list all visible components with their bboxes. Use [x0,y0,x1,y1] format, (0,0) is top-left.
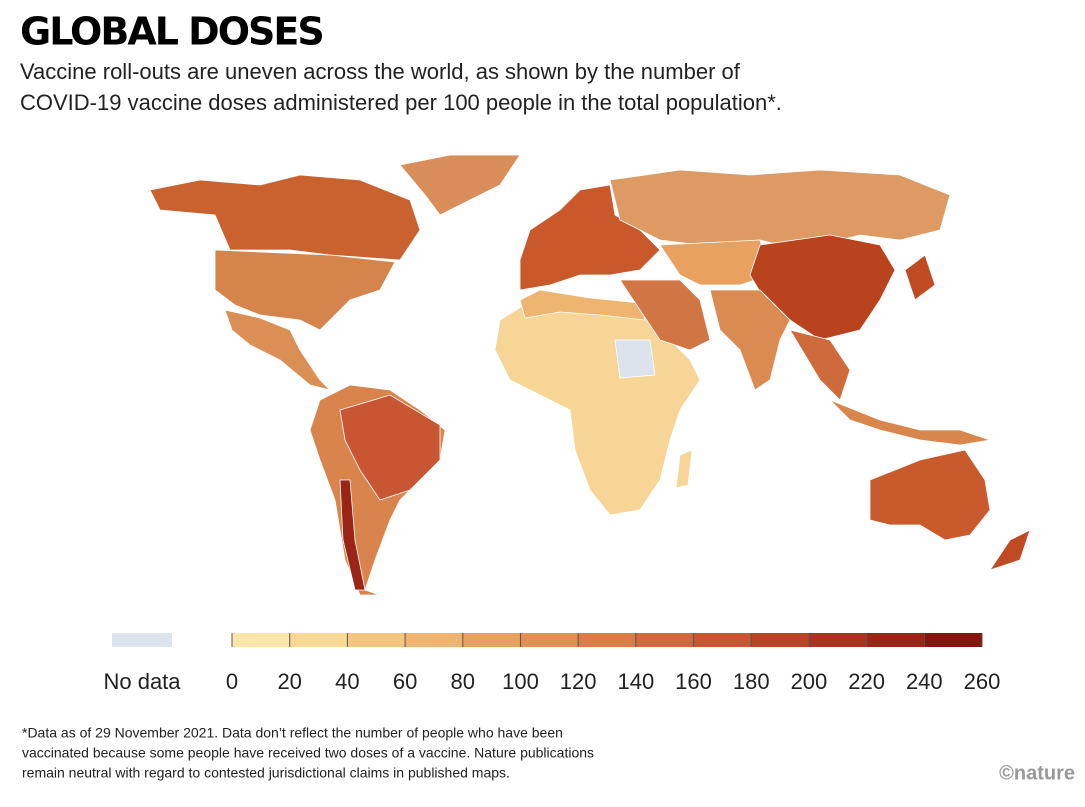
usa [214,249,396,331]
south-asia [709,289,791,391]
legend-tick-label: 140 [617,669,654,694]
legend-tick-label: 180 [733,669,770,694]
madagascar [675,449,693,489]
chile [339,479,366,591]
legend-bin [289,633,348,647]
legend-bin [232,633,290,647]
legend-bin [405,633,463,647]
legend-tick-label: 60 [393,669,417,694]
indonesia [829,399,991,446]
legend-bin [866,633,925,647]
legend-tick-label: 120 [560,669,597,694]
footnote-line: vaccinated because some people have rece… [22,745,594,761]
legend-tick-label: 20 [277,669,301,694]
legend-tick-label: 260 [964,669,1001,694]
legend-bin [578,633,636,647]
japan [904,254,936,301]
footnote-line: *Data as of 29 November 2021. Data don’t… [22,725,563,741]
legend-bin [462,633,521,647]
central-asia [659,239,771,286]
legend-tick-label: 160 [675,669,712,694]
russia [609,169,951,251]
australia [869,449,991,541]
central-america [224,309,332,391]
legend-bin [808,633,867,647]
legend-tick-label: 220 [848,669,885,694]
legend-bin [347,633,406,647]
credit: ©nature [999,762,1075,784]
legend-bin [693,633,752,647]
legend-bin [520,633,579,647]
brazil [339,394,441,501]
legend-bin [751,633,809,647]
legend-tick-label: 200 [791,669,828,694]
southeast-asia [789,329,851,401]
legend-tick-label: 100 [502,669,539,694]
subtitle-line: Vaccine roll-outs are uneven across the … [20,59,741,84]
legend-bin [924,633,982,647]
legend-tick-label: 80 [451,669,475,694]
middle-east [619,279,711,351]
legend-tick-label: 240 [906,669,943,694]
no-data-label: No data [103,669,181,694]
canada [149,174,421,261]
europe [519,184,661,291]
title: GLOBAL DOSES [20,10,323,54]
world-map [149,154,1031,596]
legend-bin [635,633,694,647]
north-africa [519,289,646,321]
sudan [614,339,656,379]
footnote-line: remain neutral with regard to contested … [22,765,510,781]
legend-tick-label: 40 [335,669,359,694]
legend-tick-label: 0 [226,669,238,694]
subtitle-line: COVID-19 vaccine doses administered per … [20,90,782,115]
greenland [399,154,521,216]
new-zealand [989,529,1031,571]
no-data-swatch [112,633,172,647]
color-legend: 0 20 40 60 80 100 120 140 160 180 200 220 240 260 [226,633,1000,694]
